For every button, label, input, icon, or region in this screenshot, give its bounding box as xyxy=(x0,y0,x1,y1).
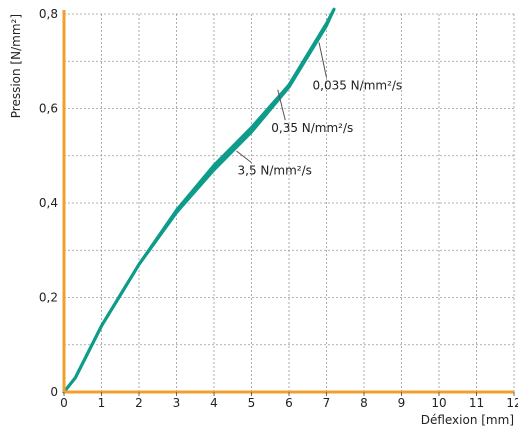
x-tick-label: 8 xyxy=(360,396,368,410)
y-axis-label: Pression [N/mm²] xyxy=(9,14,23,118)
x-tick-label: 12 xyxy=(506,396,518,410)
x-tick-labels: 0 1 2 3 4 5 6 7 8 9 10 11 12 xyxy=(60,392,518,410)
y-tick-label: 0,8 xyxy=(39,7,58,21)
series-line-1 xyxy=(62,7,336,394)
x-tick-label: 3 xyxy=(173,396,181,410)
grid-lines xyxy=(64,13,515,392)
y-tick-label: 0,2 xyxy=(39,291,58,305)
annotation-label: 0,035 N/mm²/s xyxy=(313,79,403,93)
x-tick-label: 11 xyxy=(469,396,484,410)
annotations: 0,035 N/mm²/s 0,35 N/mm²/s 3,5 N/mm²/s xyxy=(236,42,403,178)
y-tick-label: 0,4 xyxy=(39,196,58,210)
x-tick-label: 9 xyxy=(398,396,406,410)
y-tick-labels: 0 0,2 0,4 0,6 0,8 xyxy=(39,7,58,399)
x-tick-label: 4 xyxy=(210,396,218,410)
annotation-leader xyxy=(318,42,327,78)
data-curves xyxy=(62,7,336,394)
annotation-leader xyxy=(236,150,252,164)
y-tick-label: 0 xyxy=(50,385,58,399)
x-tick-label: 2 xyxy=(135,396,143,410)
series-line-0 xyxy=(62,7,336,394)
x-axis-label: Déflexion [mm] xyxy=(421,413,514,427)
x-tick-label: 5 xyxy=(248,396,256,410)
annotation-label: 0,35 N/mm²/s xyxy=(271,121,353,135)
annotation-leader xyxy=(277,89,286,121)
annotation-label: 3,5 N/mm²/s xyxy=(238,164,312,178)
x-tick-label: 1 xyxy=(98,396,106,410)
x-tick-label: 10 xyxy=(431,396,446,410)
y-tick-label: 0,6 xyxy=(39,102,58,116)
series-line-2 xyxy=(62,7,336,394)
x-tick-label: 6 xyxy=(285,396,293,410)
x-tick-label: 7 xyxy=(323,396,331,410)
x-tick-label: 0 xyxy=(60,396,68,410)
